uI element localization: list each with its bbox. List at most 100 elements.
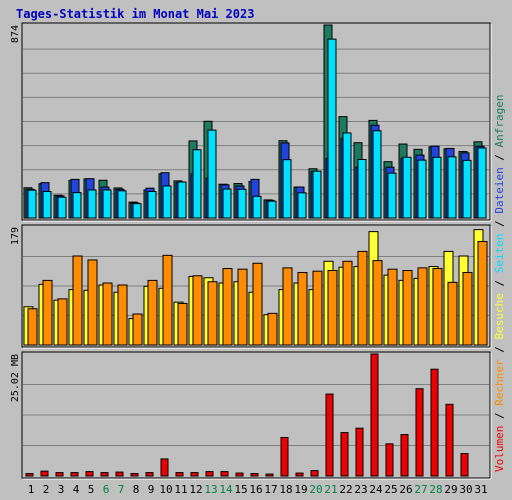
bar-seiten-day-18 bbox=[282, 159, 292, 219]
bar-rechner-day-27 bbox=[417, 267, 428, 346]
bar-seiten-day-10 bbox=[162, 185, 172, 219]
bar-volumen-day-23 bbox=[355, 427, 364, 477]
bar-seiten-day-9 bbox=[147, 191, 157, 219]
bar-rechner-day-9 bbox=[147, 279, 158, 346]
x-tick-day-20: 20 bbox=[309, 483, 322, 496]
bar-volumen-day-14 bbox=[220, 471, 229, 477]
legend-item-rechner: Rechner bbox=[493, 359, 506, 406]
bar-volumen-day-9 bbox=[145, 472, 154, 477]
bar-seiten-day-11 bbox=[177, 181, 187, 219]
bar-volumen-day-5 bbox=[85, 471, 94, 477]
bar-rechner-day-17 bbox=[267, 312, 278, 346]
x-tick-day-12: 12 bbox=[189, 483, 202, 496]
x-tick-day-24: 24 bbox=[369, 483, 383, 496]
x-tick-day-10: 10 bbox=[159, 483, 172, 496]
bar-seiten-day-12 bbox=[192, 149, 202, 219]
bar-seiten-day-20 bbox=[312, 170, 322, 219]
legend-item-anfragen: Anfragen bbox=[493, 94, 506, 147]
y-axis-max-label: 874 bbox=[10, 25, 21, 43]
x-tick-day-6: 6 bbox=[103, 483, 110, 496]
x-tick-day-9: 9 bbox=[148, 483, 155, 496]
bar-rechner-day-29 bbox=[447, 281, 458, 346]
x-tick-day-21: 21 bbox=[324, 483, 337, 496]
bar-seiten-day-27 bbox=[417, 159, 427, 219]
bar-volumen-day-27 bbox=[415, 388, 424, 477]
bar-seiten-day-1 bbox=[27, 189, 37, 219]
bar-volumen-day-2 bbox=[40, 470, 49, 477]
bar-volumen-day-24 bbox=[370, 353, 379, 477]
bar-rechner-day-22 bbox=[342, 260, 353, 346]
bar-volumen-day-15 bbox=[235, 472, 244, 477]
bar-volumen-day-12 bbox=[190, 472, 199, 477]
bar-rechner-day-15 bbox=[237, 268, 248, 346]
bar-volumen-day-20 bbox=[310, 470, 319, 477]
x-tick-day-14: 14 bbox=[219, 483, 233, 496]
bar-seiten-day-31 bbox=[477, 147, 487, 219]
bar-seiten-day-3 bbox=[57, 196, 67, 219]
chart-bars bbox=[23, 24, 488, 477]
bar-rechner-day-25 bbox=[387, 268, 398, 346]
x-tick-day-30: 30 bbox=[459, 483, 472, 496]
bar-volumen-day-13 bbox=[205, 471, 214, 477]
legend-separator: / bbox=[493, 214, 506, 234]
bar-volumen-day-6 bbox=[100, 472, 109, 477]
bar-rechner-day-1 bbox=[27, 308, 38, 346]
bar-rechner-day-10 bbox=[162, 254, 173, 346]
y-axis-max-label: 179 bbox=[10, 227, 21, 245]
x-tick-day-13: 13 bbox=[204, 483, 217, 496]
bar-rechner-day-16 bbox=[252, 262, 263, 346]
y-axis-labels: 874 179 25.02 MB bbox=[10, 25, 21, 402]
x-tick-day-1: 1 bbox=[28, 483, 35, 496]
bar-rechner-day-23 bbox=[357, 250, 368, 346]
x-tick-day-19: 19 bbox=[294, 483, 307, 496]
x-tick-day-5: 5 bbox=[88, 483, 95, 496]
legend: Volumen / Rechner / Besuche / Seiten / D… bbox=[493, 94, 506, 472]
x-tick-day-23: 23 bbox=[354, 483, 367, 496]
bar-volumen-day-8 bbox=[130, 473, 139, 477]
bar-rechner-day-12 bbox=[192, 275, 203, 346]
x-tick-day-29: 29 bbox=[444, 483, 457, 496]
bar-rechner-day-5 bbox=[87, 259, 98, 346]
bar-volumen-day-30 bbox=[460, 453, 469, 477]
legend-separator: / bbox=[493, 340, 506, 360]
bar-rechner-day-14 bbox=[222, 268, 233, 346]
x-tick-day-22: 22 bbox=[339, 483, 352, 496]
bar-seiten-day-4 bbox=[72, 192, 82, 219]
page-title: Tages-Statistik im Monat Mai 2023 bbox=[16, 7, 255, 21]
bar-volumen-day-21 bbox=[325, 393, 334, 477]
bar-seiten-day-25 bbox=[387, 172, 397, 219]
bar-volumen-day-11 bbox=[175, 472, 184, 477]
x-tick-day-11: 11 bbox=[174, 483, 187, 496]
bar-rechner-day-6 bbox=[102, 282, 113, 346]
bar-volumen-day-25 bbox=[385, 443, 394, 477]
bar-volumen-day-26 bbox=[400, 434, 409, 477]
bar-rechner-day-19 bbox=[297, 271, 308, 346]
legend-item-volumen: Volumen bbox=[493, 426, 506, 472]
bar-seiten-day-24 bbox=[372, 130, 382, 219]
bar-seiten-day-21 bbox=[327, 38, 337, 219]
legend-item-dateien: Dateien bbox=[493, 167, 506, 213]
bar-seiten-day-8 bbox=[132, 203, 142, 219]
bar-seiten-day-22 bbox=[342, 132, 352, 219]
x-tick-day-16: 16 bbox=[249, 483, 262, 496]
bar-rechner-day-18 bbox=[282, 267, 293, 346]
bar-rechner-day-2 bbox=[42, 279, 53, 346]
bar-seiten-day-19 bbox=[297, 192, 307, 219]
bar-seiten-day-7 bbox=[117, 190, 127, 219]
bar-seiten-day-2 bbox=[42, 191, 52, 219]
x-tick-day-17: 17 bbox=[264, 483, 277, 496]
bar-volumen-day-29 bbox=[445, 403, 454, 477]
bar-seiten-day-26 bbox=[402, 156, 412, 219]
bar-volumen-day-7 bbox=[115, 471, 124, 477]
bar-volumen-day-1 bbox=[25, 473, 34, 477]
x-tick-day-18: 18 bbox=[279, 483, 292, 496]
x-tick-day-3: 3 bbox=[58, 483, 65, 496]
bar-seiten-day-29 bbox=[447, 156, 457, 219]
bar-seiten-day-30 bbox=[462, 159, 472, 219]
x-tick-day-26: 26 bbox=[399, 483, 412, 496]
x-tick-day-31: 31 bbox=[474, 483, 487, 496]
x-tick-day-25: 25 bbox=[384, 483, 397, 496]
bar-rechner-day-3 bbox=[57, 298, 68, 346]
bar-rechner-day-24 bbox=[372, 260, 383, 346]
